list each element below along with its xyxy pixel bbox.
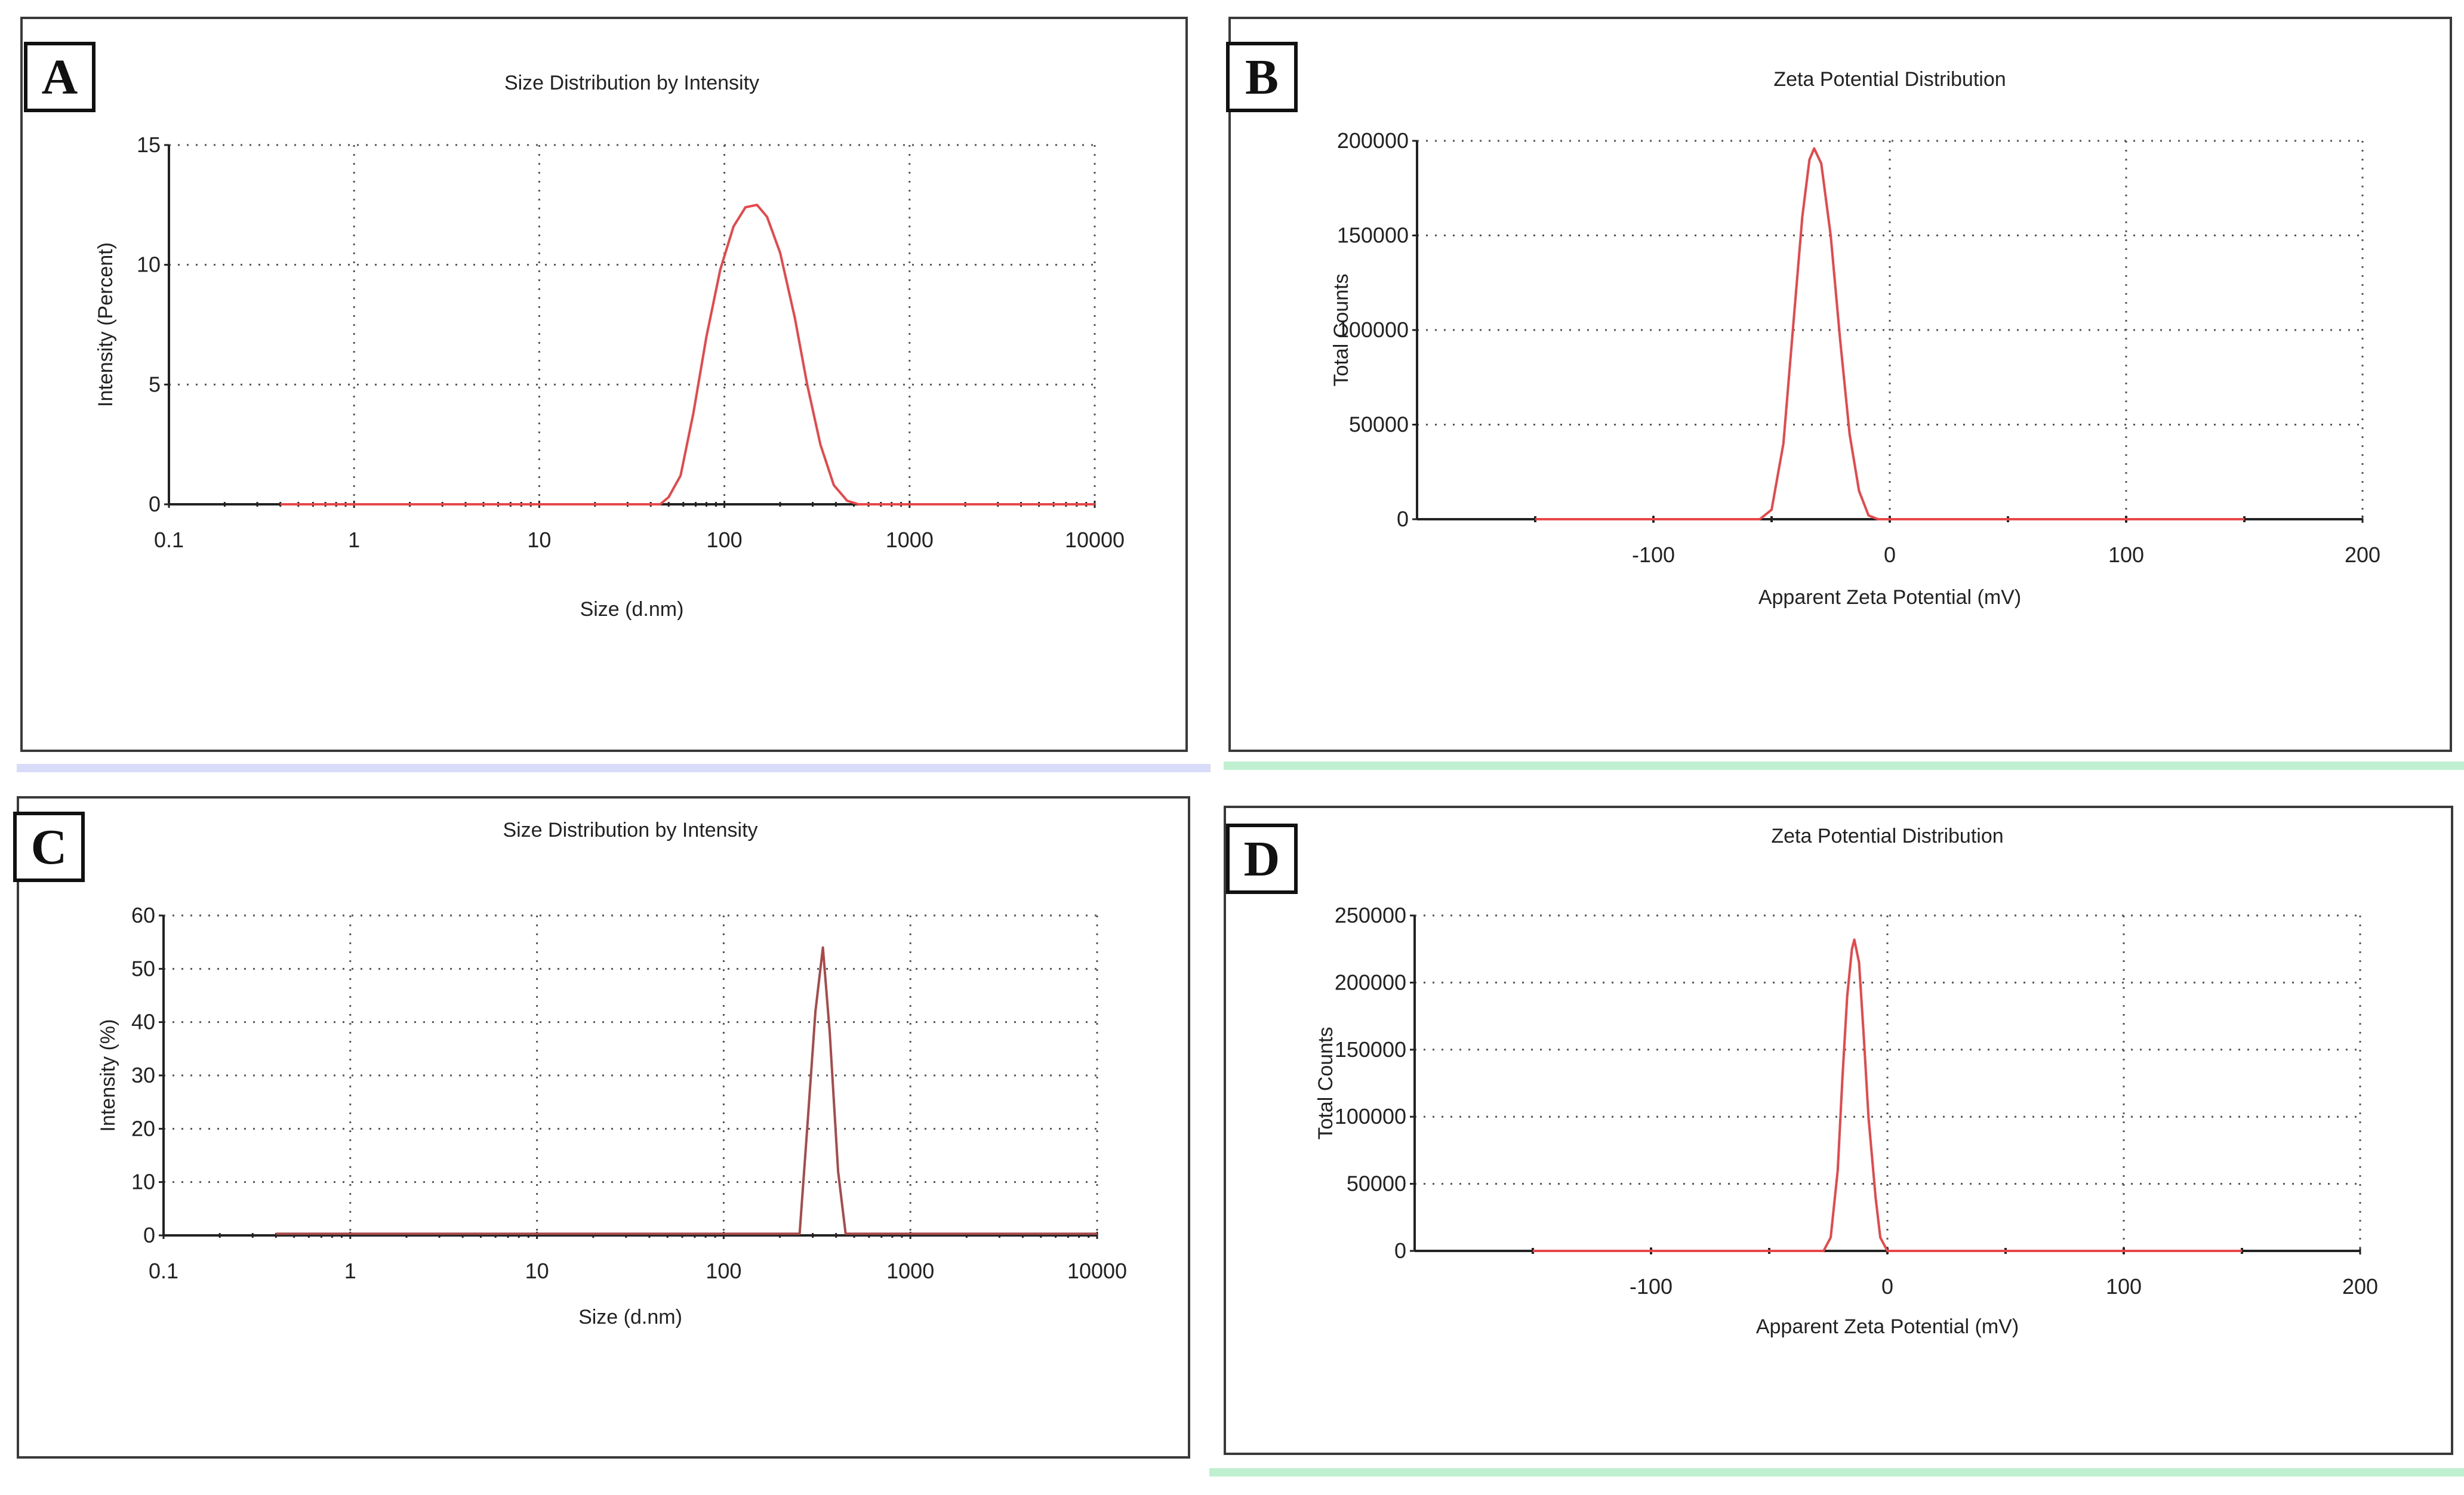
x-tick-label: 200 <box>2342 1274 2378 1299</box>
y-tick-label: 10 <box>131 1170 155 1194</box>
x-tick-label: 100 <box>706 1259 741 1283</box>
chart-title: Size Distribution by Intensity <box>504 72 759 94</box>
panel-a: Size Distribution by Intensity 0.1 1 10 100 1… <box>20 17 1188 752</box>
x-tick-label: 10000 <box>1065 528 1125 552</box>
y-tick-label: 250000 <box>1335 903 1406 927</box>
series-line <box>280 204 1095 505</box>
y-tick-label: 10 <box>137 252 161 277</box>
y-tick-label: 60 <box>131 903 155 927</box>
x-tick-label: 200 <box>2345 542 2380 567</box>
panel-letter-c: C <box>13 812 85 882</box>
y-tick-label: 30 <box>131 1063 155 1087</box>
y-tick-label: 0 <box>1394 1238 1406 1263</box>
x-tick-label: 100 <box>707 528 743 552</box>
panel-c: Size Distribution by Intensity 0.1 1 10 100 1… <box>17 796 1190 1459</box>
y-tick-label: 0 <box>149 492 161 516</box>
chart-title: Zeta Potential Distribution <box>1771 825 2003 847</box>
panel-letter-d: D <box>1226 824 1298 894</box>
x-tick-label: 1 <box>348 528 360 552</box>
y-tick-label: 100000 <box>1335 1104 1406 1129</box>
x-tick-label: -100 <box>1630 1274 1673 1299</box>
y-tick-label: 20 <box>131 1116 155 1140</box>
y-axis-label: Intensity (%) <box>97 1019 119 1132</box>
y-tick-label: 150000 <box>1337 223 1409 248</box>
x-tick-label: -100 <box>1632 542 1675 567</box>
x-tick-label: 1000 <box>886 1259 934 1283</box>
x-tick-label: 1000 <box>886 528 934 552</box>
y-tick-label: 50000 <box>1347 1172 1406 1196</box>
y-tick-label: 200000 <box>1335 970 1406 994</box>
x-tick-label: 0.1 <box>154 528 184 552</box>
chart-title: Size Distribution by Intensity <box>503 819 757 841</box>
separator-bottom <box>1209 1468 2464 1476</box>
panel-letter-a: A <box>24 42 96 112</box>
panel-d: Zeta Potential Distribution -100 0 100 200 0 5… <box>1224 806 2453 1455</box>
x-tick-label: 10 <box>527 528 551 552</box>
chart-b: Zeta Potential Distribution -100 0 100 200 0 5… <box>1330 68 2380 609</box>
y-tick-label: 200000 <box>1337 128 1409 153</box>
y-tick-label: 150000 <box>1335 1037 1406 1062</box>
y-axis-label: Intensity (Percent) <box>94 242 117 407</box>
x-axis-label: Size (d.nm) <box>578 1306 682 1328</box>
panel-b: Zeta Potential Distribution -100 0 100 200 0 5… <box>1228 17 2452 752</box>
x-tick-label: 1 <box>344 1259 356 1283</box>
x-tick-label: 10000 <box>1067 1259 1127 1283</box>
y-tick-label: 0 <box>1397 507 1409 531</box>
separator-left <box>17 764 1211 772</box>
y-tick-label: 40 <box>131 1010 155 1034</box>
y-tick-label: 5 <box>149 372 161 396</box>
x-tick-label: 100 <box>2106 1274 2142 1299</box>
y-tick-label: 0 <box>143 1223 155 1247</box>
y-tick-label: 50000 <box>1349 412 1409 437</box>
chart-d: Zeta Potential Distribution -100 0 100 200 0 5… <box>1314 825 2378 1338</box>
series-line <box>1535 147 2244 520</box>
x-tick-label: 0 <box>1884 542 1896 567</box>
panel-letter-b: B <box>1226 42 1298 112</box>
x-axis-label: Apparent Zeta Potential (mV) <box>1756 1315 2019 1338</box>
y-tick-label: 15 <box>137 132 161 157</box>
chart-title: Zeta Potential Distribution <box>1773 68 2006 91</box>
separator-right <box>1224 762 2464 770</box>
x-tick-label: 10 <box>525 1259 549 1283</box>
y-axis-label: Total Counts <box>1330 274 1353 387</box>
y-tick-label: 100000 <box>1337 318 1409 342</box>
x-axis-label: Size (d.nm) <box>580 598 684 621</box>
x-axis-label: Apparent Zeta Potential (mV) <box>1758 586 2021 609</box>
series-line <box>276 946 1097 1235</box>
x-tick-label: 100 <box>2108 542 2144 567</box>
y-tick-label: 50 <box>131 956 155 981</box>
x-tick-label: 0.1 <box>149 1259 178 1283</box>
x-tick-label: 0 <box>1881 1274 1893 1299</box>
y-axis-label: Total Counts <box>1314 1027 1337 1140</box>
